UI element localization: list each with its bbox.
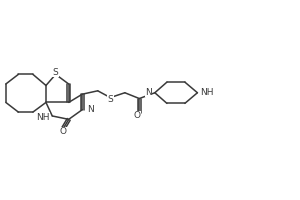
Text: N: N [145, 88, 152, 97]
Text: N: N [87, 105, 94, 114]
Text: NH: NH [36, 113, 50, 122]
Text: NH: NH [200, 88, 214, 97]
Text: O: O [134, 111, 141, 120]
Text: S: S [107, 95, 113, 104]
Text: S: S [53, 68, 58, 77]
Text: O: O [59, 127, 66, 136]
